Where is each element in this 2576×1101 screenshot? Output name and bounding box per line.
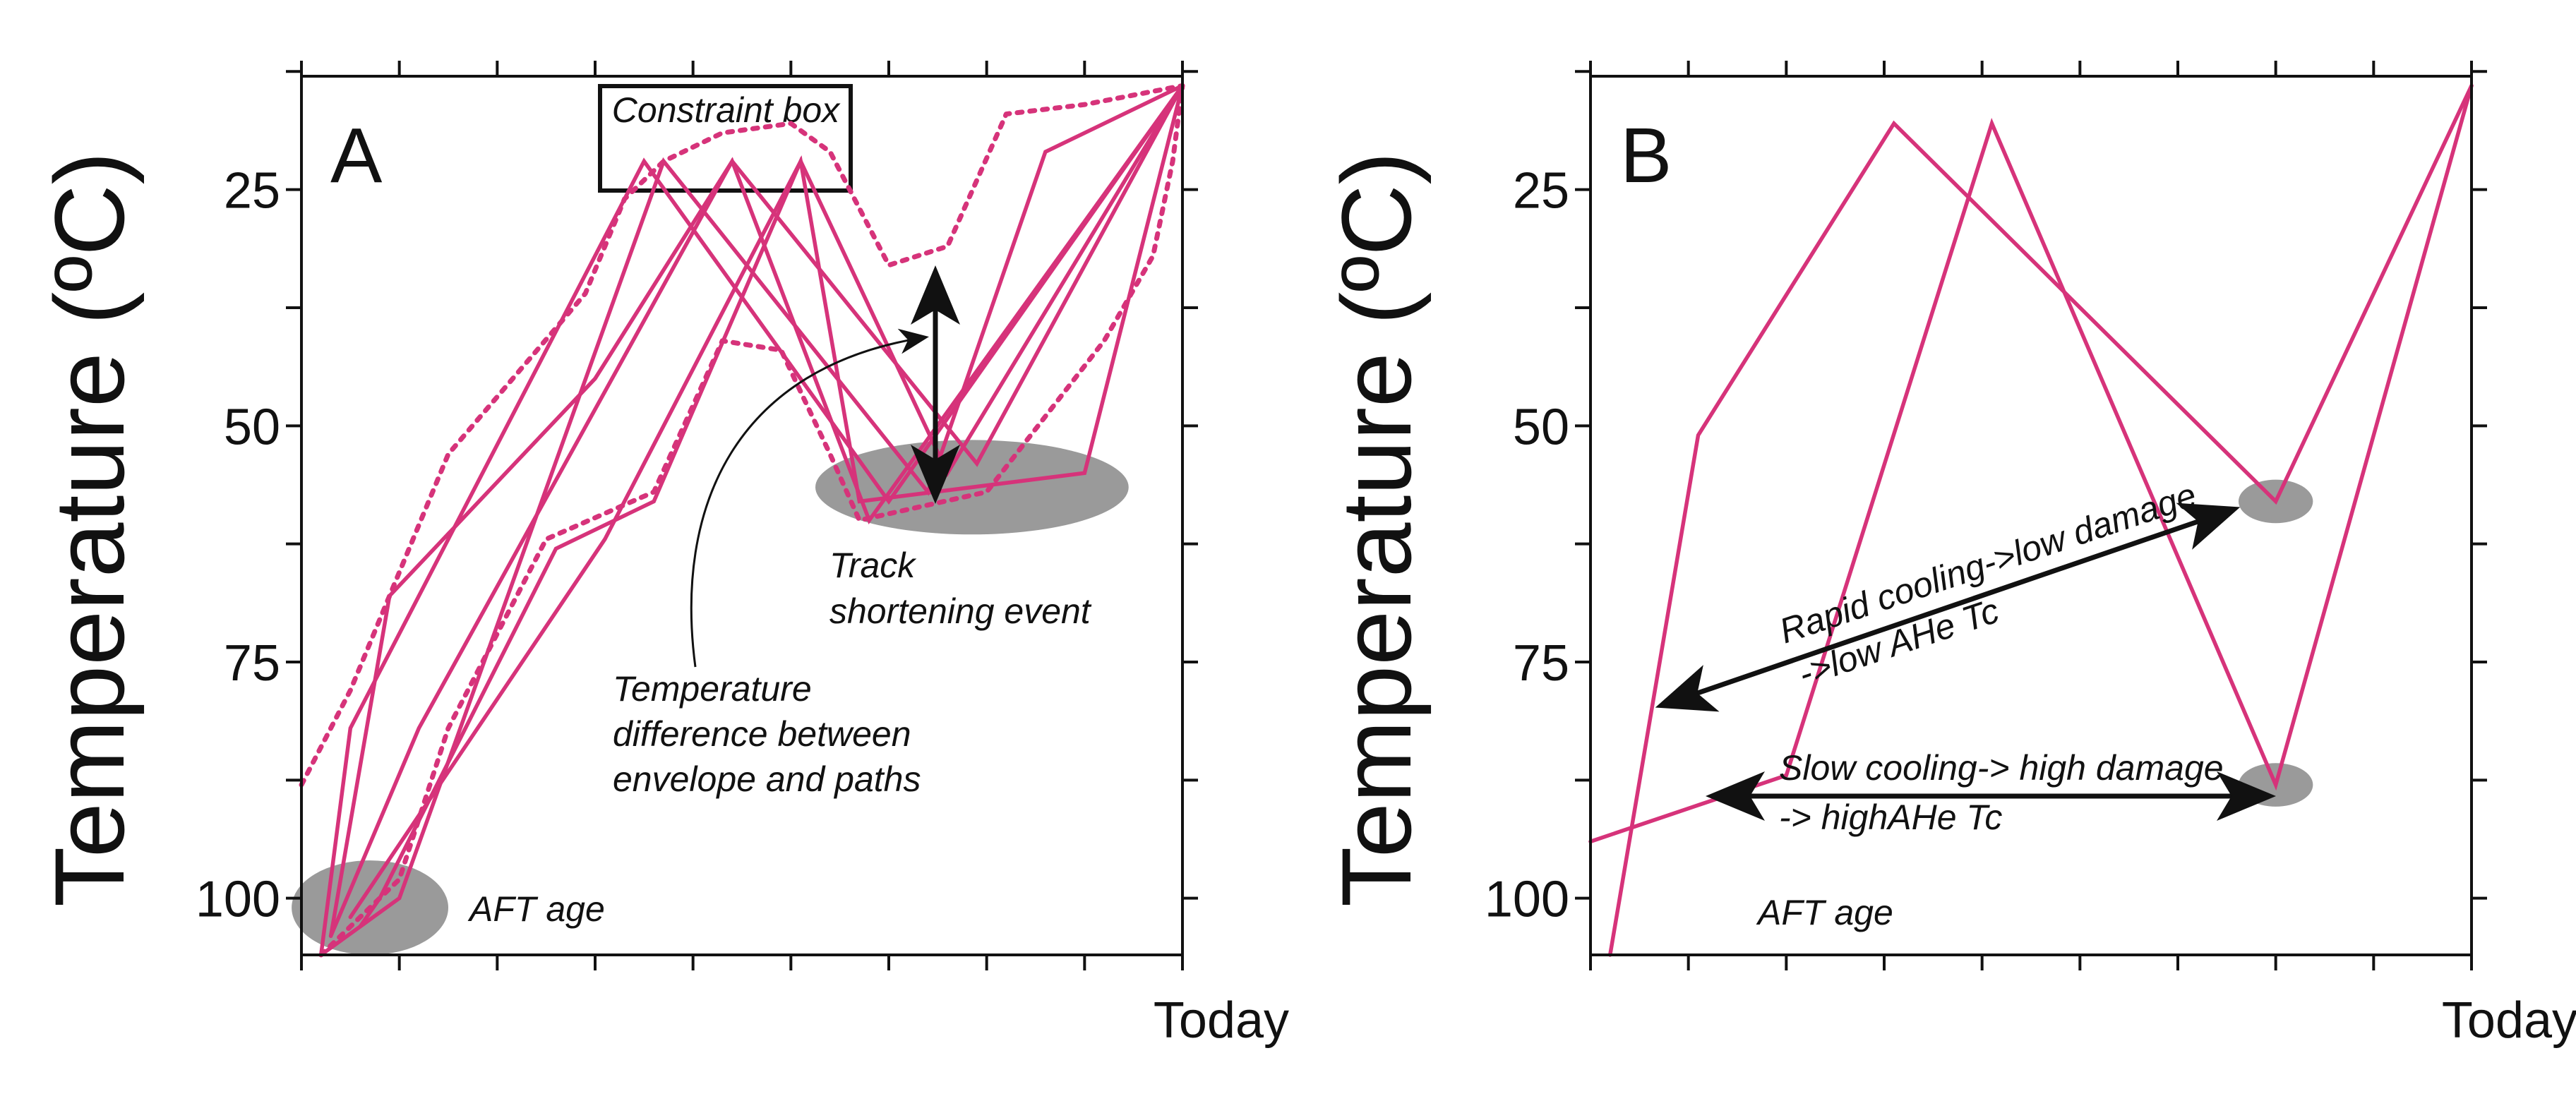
- panel-b-rapid-cooling-arrow: [1655, 503, 2241, 712]
- panel-a-paths: [318, 83, 1185, 957]
- panel-a-aft-age-label: AFT age: [467, 889, 605, 929]
- panel-b-y-axis-label: Temperature (ºC): [1321, 152, 1432, 907]
- panel-a-x-axis-label: Today: [1154, 992, 1289, 1049]
- panel-b-y-tick-label-1: 50: [1513, 399, 1569, 455]
- panel-a-y-axis-label: Temperature (ºC): [34, 152, 145, 907]
- panel-b-series-line-1: [1607, 83, 2474, 957]
- panel-a-ticks: 25 50 75 100: [196, 61, 1198, 970]
- panel-a-letter: A: [330, 112, 383, 199]
- panel-b-plot-frame: [1589, 75, 2473, 956]
- panel-a-envelope: [299, 83, 1185, 958]
- panel-a-temp-diff-line3: envelope and paths: [613, 759, 921, 799]
- panel-a-temp-diff-line2: difference between: [613, 714, 911, 754]
- panel-a-constraint-box-label: Constraint box: [612, 90, 841, 130]
- panel-a-y-tick-label-0: 25: [224, 163, 280, 219]
- panel-a-envelope-lower: [318, 83, 1185, 958]
- panel-a: Temperature (ºC) Constraint box 25 50 75 10…: [34, 61, 1289, 1049]
- panel-a-y-tick-label-1: 50: [224, 399, 280, 455]
- panel-b-paths: [1588, 83, 2474, 957]
- panel-b-series-line-2: [1588, 83, 2474, 844]
- panel-b-aft-age-label: AFT age: [1756, 893, 1893, 932]
- panel-a-series-line-1: [318, 83, 1185, 957]
- panel-a-series-line-6: [348, 83, 1185, 920]
- panel-a-curved-pointer-arrow: [690, 328, 929, 668]
- panel-a-track-label-line1: Track: [829, 546, 917, 585]
- panel-b-x-axis-label: Today: [2442, 992, 2576, 1049]
- panel-a-y-tick-label-3: 100: [196, 872, 280, 928]
- panel-b-y-tick-label-3: 100: [1485, 872, 1569, 928]
- panel-b-y-tick-label-0: 25: [1513, 163, 1569, 219]
- panel-b-y-tick-label-2: 75: [1513, 635, 1569, 692]
- panel-a-y-tick-label-2: 75: [224, 635, 280, 692]
- panel-a-constraint-box: [598, 84, 853, 193]
- panel-a-track-label-line2: shortening event: [829, 591, 1092, 631]
- panel-b-slow-label-line1: Slow cooling-> high damage: [1779, 748, 2224, 788]
- panel-b-ticks: 25 50 75 100: [1485, 61, 2487, 970]
- panel-a-series-line-5: [318, 83, 1185, 957]
- panel-a-envelope-upper: [299, 83, 1185, 788]
- panel-b-letter: B: [1620, 112, 1672, 199]
- panel-a-temp-diff-line1: Temperature: [613, 669, 812, 709]
- panel-a-plot-frame: [300, 75, 1184, 956]
- panel-b-slow-label-line2: -> highAHe Tc: [1779, 798, 2002, 837]
- panel-b-ellipses: [2238, 479, 2313, 807]
